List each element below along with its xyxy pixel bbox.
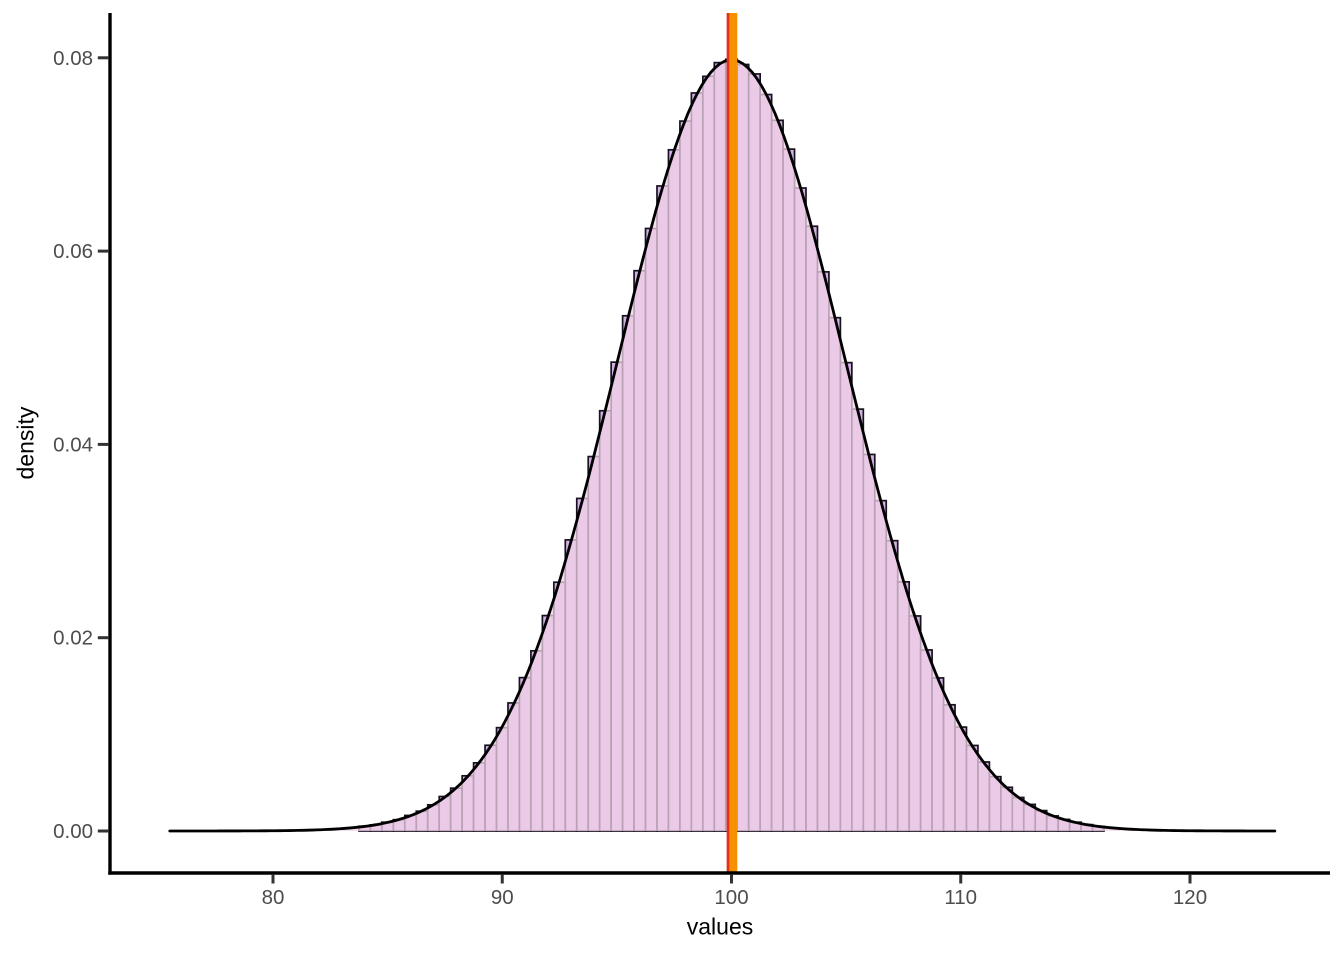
x-axis-title: values <box>686 913 754 940</box>
y-tick-label: 0.08 <box>53 47 93 70</box>
y-tick-label: 0.00 <box>53 820 93 843</box>
density-curve <box>168 58 1277 833</box>
y-axis-title: density <box>12 406 39 480</box>
x-tick-label: 110 <box>944 886 977 909</box>
y-tick-label: 0.06 <box>53 240 93 263</box>
x-tick-label: 100 <box>714 886 748 909</box>
y-tick-label: 0.02 <box>53 627 93 650</box>
y-tick-label: 0.04 <box>53 433 93 456</box>
density-area <box>169 60 1275 831</box>
x-tick-label: 120 <box>1173 886 1207 909</box>
x-tick-label: 90 <box>491 886 514 909</box>
x-tick-label: 80 <box>262 886 285 909</box>
